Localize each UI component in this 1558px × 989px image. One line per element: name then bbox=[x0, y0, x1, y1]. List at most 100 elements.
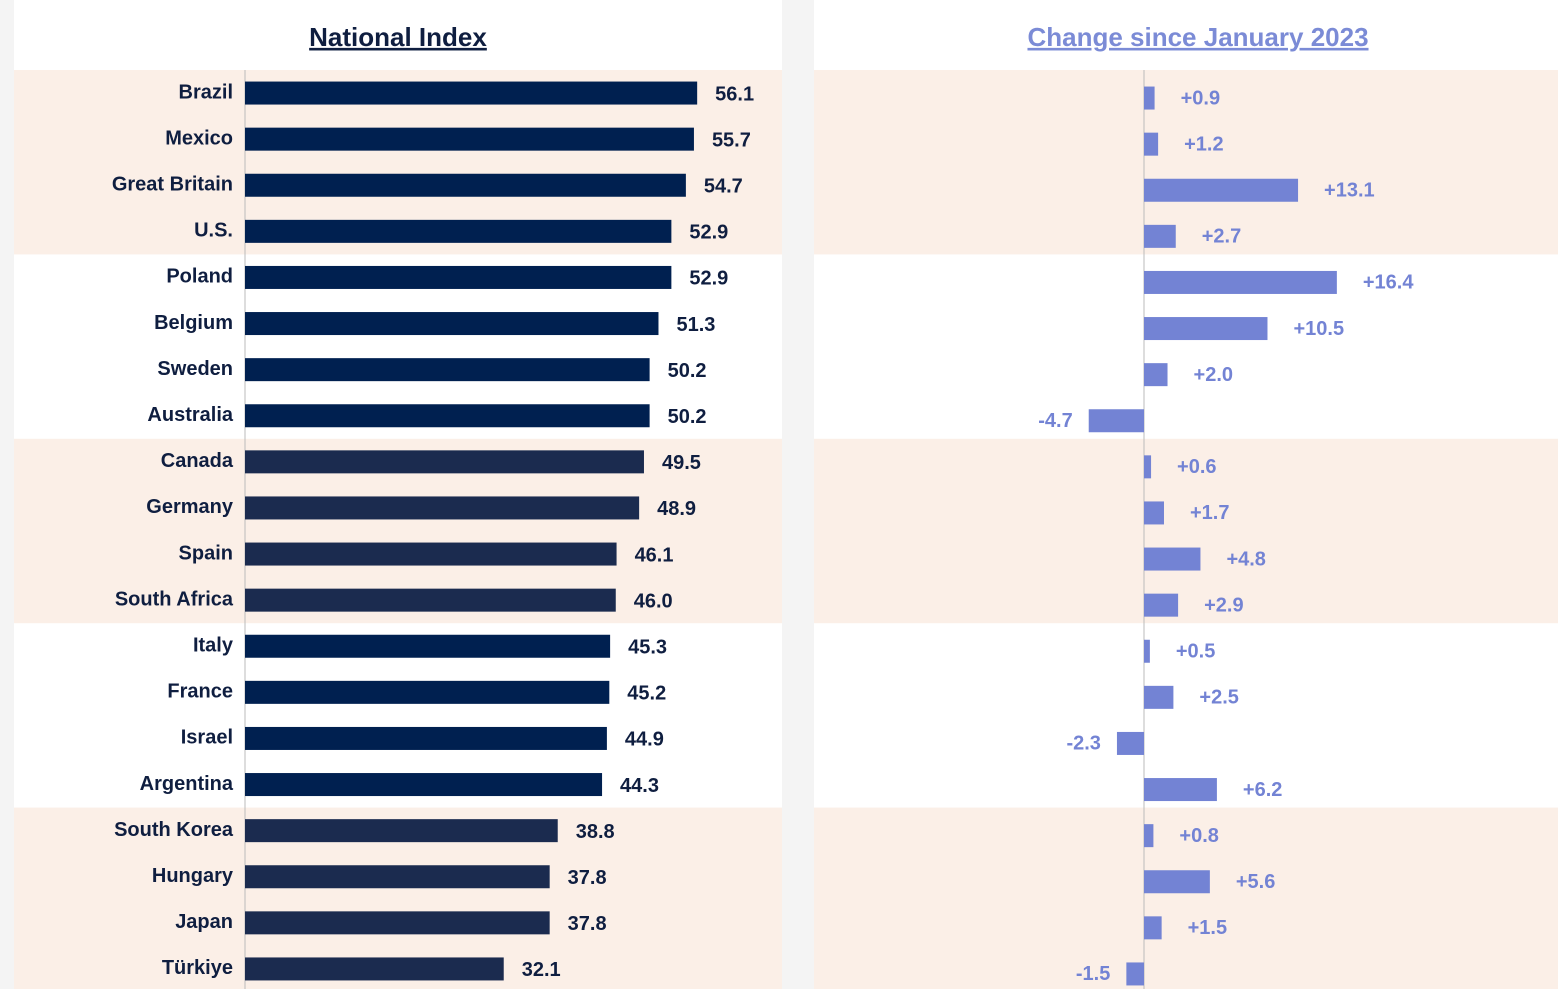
value-label: +4.8 bbox=[1226, 548, 1265, 570]
value-label: 50.2 bbox=[668, 406, 707, 428]
value-label: +13.1 bbox=[1324, 180, 1375, 202]
value-label: 51.3 bbox=[676, 314, 715, 336]
bar bbox=[1144, 270, 1337, 294]
category-label: Israel bbox=[181, 727, 233, 749]
bar bbox=[1144, 178, 1299, 202]
value-label: +2.5 bbox=[1199, 687, 1238, 709]
value-label: +0.6 bbox=[1177, 456, 1216, 478]
value-label: +1.7 bbox=[1190, 502, 1229, 524]
value-label: +2.0 bbox=[1194, 364, 1233, 386]
value-label: 52.9 bbox=[689, 222, 728, 244]
bar bbox=[245, 634, 611, 658]
category-label: Spain bbox=[179, 542, 233, 564]
bar bbox=[1144, 224, 1176, 248]
bar bbox=[245, 819, 558, 843]
bar bbox=[245, 496, 640, 520]
bar bbox=[245, 450, 644, 474]
value-label: 44.9 bbox=[625, 729, 664, 751]
value-label: 46.0 bbox=[634, 590, 673, 612]
chart-title: National Index bbox=[309, 22, 487, 52]
value-label: -1.5 bbox=[1076, 963, 1110, 985]
value-label: 56.1 bbox=[715, 83, 754, 105]
value-label: -2.3 bbox=[1066, 733, 1100, 755]
bar bbox=[1144, 870, 1210, 894]
bar bbox=[245, 726, 607, 750]
bar bbox=[1144, 593, 1179, 617]
value-label: +0.8 bbox=[1179, 825, 1218, 847]
bar bbox=[245, 865, 550, 889]
bar bbox=[1126, 962, 1144, 986]
category-label: Great Britain bbox=[112, 174, 233, 196]
bar bbox=[1144, 778, 1217, 802]
category-label: Poland bbox=[166, 266, 233, 288]
value-label: 49.5 bbox=[662, 452, 701, 474]
bar bbox=[1144, 132, 1159, 156]
bar bbox=[1144, 639, 1150, 663]
bar bbox=[245, 542, 617, 566]
category-label: Japan bbox=[175, 911, 233, 933]
bar bbox=[245, 588, 616, 612]
value-label: +1.5 bbox=[1188, 917, 1227, 939]
category-label: Türkiye bbox=[162, 957, 233, 979]
value-label: -4.7 bbox=[1038, 410, 1072, 432]
bar bbox=[1144, 824, 1154, 848]
bar bbox=[1144, 685, 1174, 709]
row-band bbox=[814, 438, 1558, 624]
bar bbox=[245, 81, 698, 105]
bar bbox=[1116, 731, 1144, 755]
value-label: 38.8 bbox=[576, 821, 615, 843]
chart-title: Change since January 2023 bbox=[1027, 22, 1368, 52]
bar bbox=[1144, 501, 1164, 525]
value-label: +5.6 bbox=[1236, 871, 1275, 893]
category-label: South Africa bbox=[115, 588, 234, 610]
bar bbox=[1144, 86, 1155, 110]
value-label: 50.2 bbox=[668, 360, 707, 382]
bar bbox=[245, 404, 650, 428]
bar bbox=[245, 680, 610, 704]
bar bbox=[245, 127, 694, 151]
bar bbox=[1144, 547, 1201, 571]
value-label: 45.3 bbox=[628, 637, 667, 659]
value-label: +0.9 bbox=[1181, 87, 1220, 109]
row-band bbox=[814, 70, 1558, 255]
value-label: 44.3 bbox=[620, 775, 659, 797]
value-label: 32.1 bbox=[522, 959, 561, 981]
value-label: +6.2 bbox=[1243, 779, 1282, 801]
value-label: 37.8 bbox=[568, 867, 607, 889]
bar bbox=[245, 312, 659, 336]
bar bbox=[245, 773, 603, 797]
value-label: +0.5 bbox=[1176, 641, 1215, 663]
category-label: Canada bbox=[161, 450, 234, 472]
value-label: 55.7 bbox=[712, 129, 751, 151]
bar bbox=[245, 358, 650, 382]
value-label: +10.5 bbox=[1293, 318, 1344, 340]
category-label: South Korea bbox=[114, 819, 234, 841]
value-label: 54.7 bbox=[704, 176, 743, 198]
bar bbox=[245, 173, 686, 197]
category-label: Hungary bbox=[152, 865, 234, 887]
bar bbox=[245, 911, 550, 935]
value-label: +16.4 bbox=[1363, 272, 1414, 294]
bar bbox=[245, 265, 672, 289]
value-label: +2.7 bbox=[1202, 226, 1241, 248]
category-label: Germany bbox=[146, 496, 234, 518]
bar bbox=[1144, 363, 1168, 387]
category-label: Belgium bbox=[154, 312, 233, 334]
bar bbox=[1144, 455, 1152, 479]
category-label: Sweden bbox=[157, 358, 233, 380]
value-label: 37.8 bbox=[568, 913, 607, 935]
category-label: Brazil bbox=[179, 81, 233, 103]
value-label: 48.9 bbox=[657, 498, 696, 520]
value-label: +2.9 bbox=[1204, 594, 1243, 616]
bar bbox=[245, 219, 672, 243]
value-label: 46.1 bbox=[635, 544, 674, 566]
bar bbox=[245, 957, 504, 981]
category-label: Mexico bbox=[165, 127, 233, 149]
value-label: 52.9 bbox=[689, 268, 728, 290]
category-label: Australia bbox=[147, 404, 233, 426]
value-label: 45.2 bbox=[627, 683, 666, 705]
category-label: U.S. bbox=[194, 220, 233, 242]
bar bbox=[1088, 409, 1144, 433]
value-label: +1.2 bbox=[1184, 133, 1223, 155]
